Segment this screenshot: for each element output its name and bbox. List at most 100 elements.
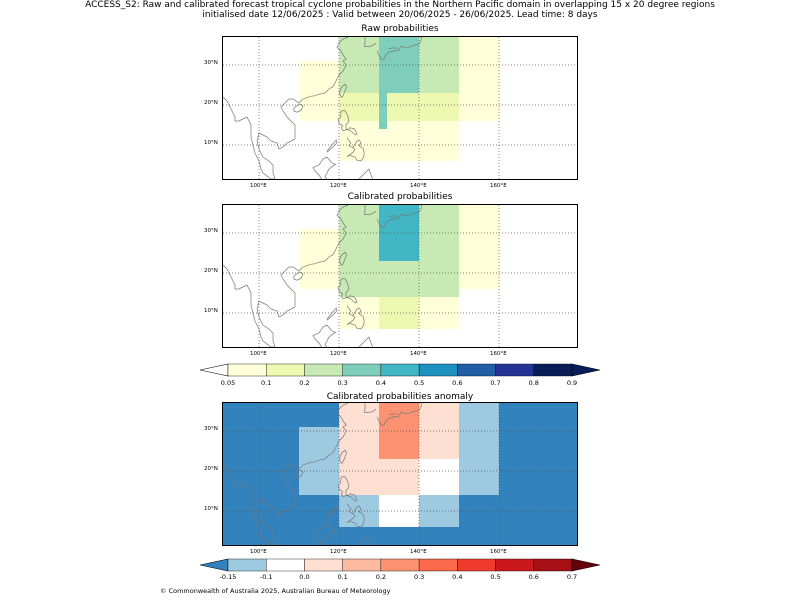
coastline — [312, 324, 337, 347]
colorbar-tick-label: 0.5 — [413, 379, 425, 387]
colorbar-segment — [418, 363, 458, 377]
colorbar-segment — [495, 363, 534, 377]
raw-panel-title: Raw probabilities — [361, 24, 439, 34]
lon-label: 100°E — [250, 183, 267, 189]
probability-cell — [339, 93, 379, 121]
colorbar-tick-label: -0.1 — [259, 573, 273, 581]
colorbar-segment — [418, 558, 458, 572]
calibrated-panel-title: Calibrated probabilities — [347, 192, 453, 202]
figure-title-line2: initialised date 12/06/2025 : Valid betw… — [202, 10, 598, 20]
coastline — [312, 522, 337, 545]
anomaly-colorbar — [200, 558, 600, 572]
lat-label: 30°N — [204, 228, 218, 234]
lon-label: 140°E — [410, 183, 427, 189]
colorbar-segment — [495, 558, 534, 572]
copyright-footer: © Commonwealth of Australia 2025, Austra… — [160, 587, 391, 595]
colorbar-tick-label: 0.6 — [452, 379, 463, 387]
coastline — [346, 305, 365, 330]
coastline — [337, 278, 358, 304]
colorbar-segment — [342, 558, 382, 572]
lat-label: 20°N — [204, 466, 218, 472]
probability-colorbar — [200, 363, 600, 377]
coastline — [346, 503, 365, 528]
coastline — [376, 37, 422, 60]
coastline — [364, 37, 377, 47]
colorbar-tick-label: 0.05 — [220, 379, 236, 387]
colorbar-tick-label: -0.15 — [219, 573, 237, 581]
coastline — [358, 534, 373, 545]
coastline — [376, 205, 422, 228]
coastline — [358, 336, 373, 347]
lon-label: 100°E — [250, 351, 267, 357]
coastline — [337, 110, 358, 136]
colorbar-segment — [457, 558, 496, 572]
colorbar-over-triangle — [571, 363, 600, 377]
lon-label: 120°E — [330, 183, 347, 189]
coastline — [223, 205, 349, 347]
probability-cell — [339, 205, 379, 297]
colorbar-segment — [533, 363, 573, 377]
anomaly-map — [222, 402, 578, 546]
lat-label: 30°N — [204, 426, 218, 432]
lon-label: 160°E — [490, 183, 507, 189]
colorbar-tick-label: 0.2 — [299, 379, 310, 387]
colorbar-tick-label: 0.4 — [452, 573, 463, 581]
lat-label: 10°N — [204, 506, 218, 512]
probability-cell — [379, 261, 459, 297]
lat-label: 30°N — [204, 60, 218, 66]
probability-cell — [379, 93, 387, 121]
colorbar-segment — [304, 363, 343, 377]
coastline — [358, 168, 373, 179]
coastline — [364, 205, 377, 215]
coastline — [364, 403, 377, 413]
coastline — [326, 139, 338, 153]
map-canvas — [223, 37, 577, 179]
colorbar-tick-label: 0.9 — [566, 379, 578, 387]
colorbar-tick-label: 0.6 — [528, 573, 539, 581]
coastline — [326, 307, 338, 321]
colorbar-segment — [342, 363, 382, 377]
colorbar-tick-label: 0.5 — [490, 573, 501, 581]
lon-label: 120°E — [330, 351, 347, 357]
coastline — [312, 156, 337, 179]
colorbar-segment — [266, 558, 305, 572]
colorbar-segment — [457, 363, 496, 377]
coastline — [326, 505, 338, 519]
coastline — [376, 403, 422, 426]
colorbar-segment — [533, 558, 573, 572]
calibrated-probability-map — [222, 204, 578, 348]
coastline — [337, 476, 358, 502]
probability-cell — [459, 403, 499, 495]
colorbar-under-triangle — [200, 558, 229, 572]
probability-cell — [339, 403, 379, 495]
coastline — [223, 37, 349, 179]
colorbar-segment — [227, 363, 267, 377]
colorbar-tick-label: 0.7 — [490, 379, 501, 387]
coastline — [339, 449, 347, 464]
colorbar-tick-label: 0.8 — [528, 379, 539, 387]
probability-cell — [299, 229, 339, 289]
coastline — [339, 251, 347, 266]
figure-title-line1: ACCESS_S2: Raw and calibrated forecast t… — [85, 0, 715, 10]
probability-cell — [459, 37, 499, 121]
lon-label: 160°E — [490, 549, 507, 555]
colorbar-tick-label: 0.1 — [261, 379, 272, 387]
colorbar-segment — [304, 558, 343, 572]
colorbar-tick-label: 0.2 — [375, 573, 387, 581]
probability-cell — [419, 121, 459, 161]
coastline — [346, 137, 365, 162]
map-canvas — [223, 205, 577, 347]
probability-cell — [299, 61, 339, 121]
lon-label: 140°E — [410, 549, 427, 555]
colorbar-tick-label: 0.3 — [413, 573, 425, 581]
coastline — [223, 403, 349, 545]
colorbar-tick-label: 0.4 — [375, 379, 387, 387]
colorbar-segment — [227, 558, 267, 572]
probability-cell — [419, 459, 459, 495]
coastline — [388, 47, 399, 49]
colorbar-tick-label: 0.0 — [299, 573, 310, 581]
probability-cell — [299, 427, 339, 495]
probability-cell — [379, 459, 419, 495]
colorbar-over-triangle — [571, 558, 600, 572]
lon-label: 160°E — [490, 351, 507, 357]
